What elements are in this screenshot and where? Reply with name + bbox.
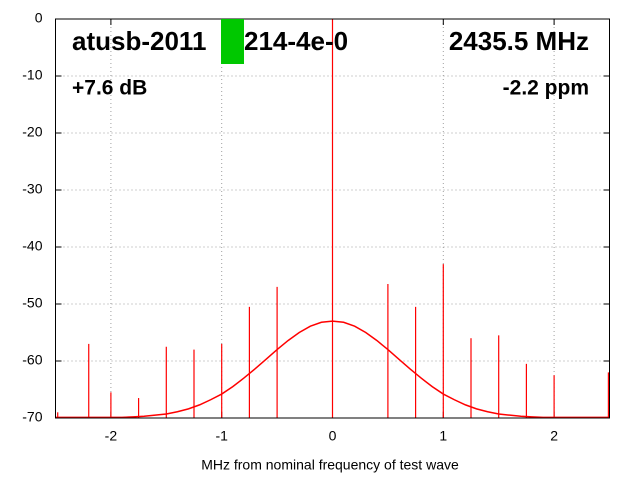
plot-area: [55, 18, 610, 419]
device-name: atusb-2011: [72, 26, 206, 56]
y-tick-label: 0: [35, 10, 43, 26]
x-tick-label: -1: [215, 428, 228, 444]
y-tick-label: -30: [22, 181, 42, 197]
x-tick-label: 0: [329, 428, 337, 444]
y-tick-label: -70: [22, 409, 42, 425]
y-tick-label: -40: [22, 238, 42, 254]
x-axis-label: MHz from nominal frequency of test wave: [201, 457, 459, 473]
y-tick-label: -60: [22, 352, 42, 368]
y-tick-label: -20: [22, 124, 42, 140]
device-name: 214-4e-0: [244, 26, 348, 56]
x-tick-label: 2: [550, 428, 558, 444]
status-indicator: [221, 19, 244, 64]
x-tick-label: -2: [105, 428, 118, 444]
offset: -2.2 ppm: [503, 77, 589, 100]
plot-frame: [55, 18, 610, 419]
frequency: 2435.5 MHz: [449, 26, 589, 56]
gain: +7.6 dB: [72, 77, 147, 100]
y-tick-label: -10: [22, 67, 42, 83]
x-tick-label: 1: [439, 428, 447, 444]
y-tick-label: -50: [22, 295, 42, 311]
